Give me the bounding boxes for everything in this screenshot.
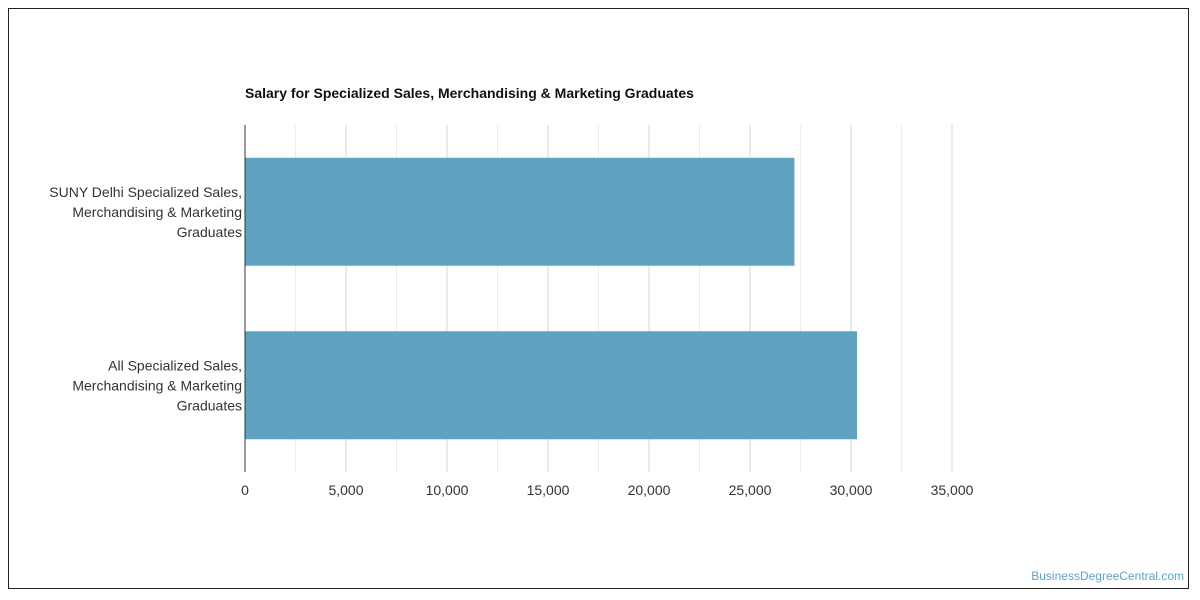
x-tick-label: 5,000 <box>328 482 363 498</box>
x-tick-label: 0 <box>241 482 249 498</box>
chart-title: Salary for Specialized Sales, Merchandis… <box>245 85 694 101</box>
category-label: Graduates <box>177 397 242 413</box>
category-label: Graduates <box>177 224 242 240</box>
x-tick-label: 35,000 <box>931 482 974 498</box>
bars <box>245 157 858 440</box>
bar <box>245 157 795 266</box>
x-tick-label: 10,000 <box>426 482 469 498</box>
x-tick-label: 15,000 <box>527 482 570 498</box>
bar <box>245 331 858 440</box>
x-tick-label: 25,000 <box>729 482 772 498</box>
category-label: Merchandising & Marketing <box>72 377 242 393</box>
x-tick-label: 20,000 <box>628 482 671 498</box>
x-tick-label: 30,000 <box>830 482 873 498</box>
x-tick-labels: 0 5,000 10,000 15,000 20,000 25,000 30,000 35,0… <box>241 482 974 498</box>
category-label: All Specialized Sales, <box>108 357 242 373</box>
category-label: Merchandising & Marketing <box>72 204 242 220</box>
category-label: SUNY Delhi Specialized Sales, <box>49 184 242 200</box>
watermark: BusinessDegreeCentral.com <box>1031 569 1184 583</box>
category-labels: SUNY Delhi Specialized Sales, Merchandisi… <box>49 184 242 414</box>
